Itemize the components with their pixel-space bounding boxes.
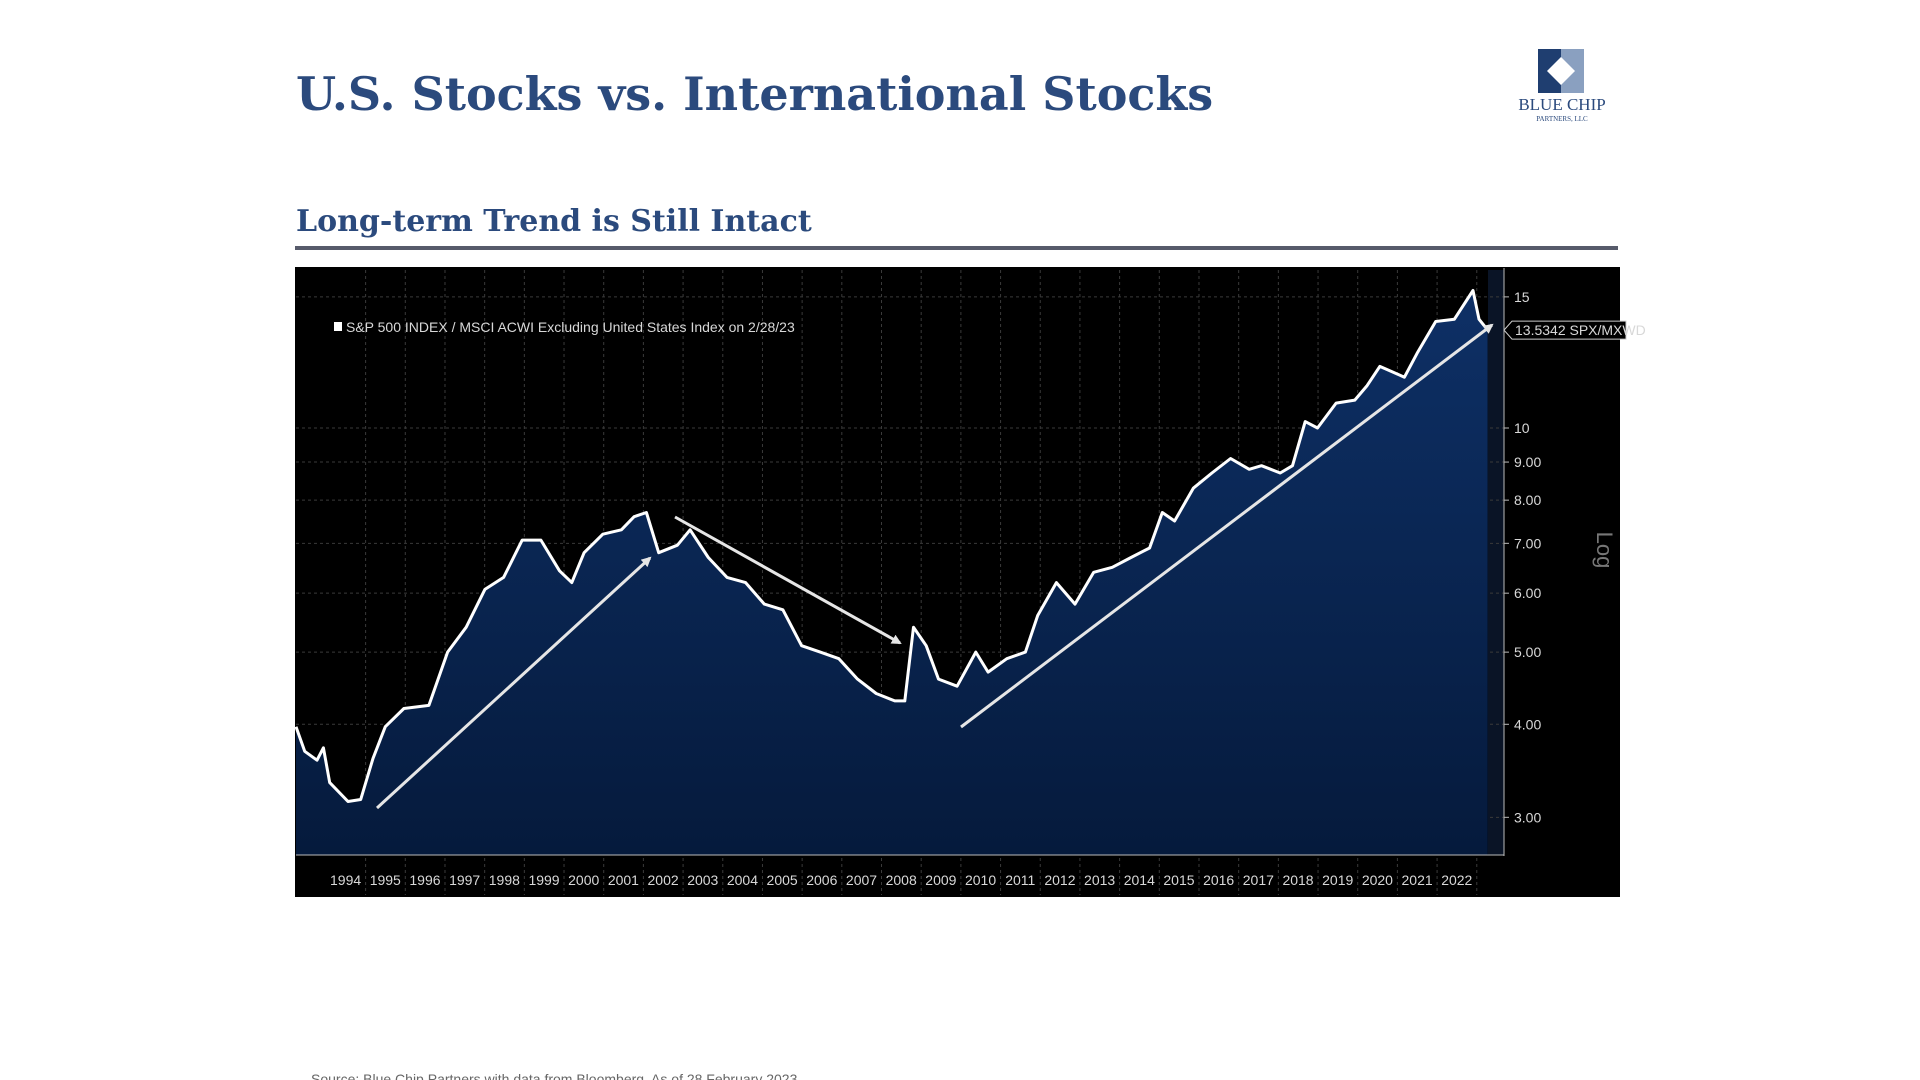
x-tick-label: 2003	[687, 872, 718, 888]
y-tick-label: 15	[1514, 289, 1530, 305]
x-tick-label: 2006	[806, 872, 837, 888]
x-tick-label: 2013	[1084, 872, 1115, 888]
x-tick-label: 2002	[648, 872, 679, 888]
x-tick-label: 2021	[1402, 872, 1433, 888]
area	[296, 290, 1488, 855]
x-tick-label: 2016	[1203, 872, 1234, 888]
x-tick-label: 2019	[1322, 872, 1353, 888]
x-tick-label: 2001	[608, 872, 639, 888]
rule	[295, 246, 1618, 250]
arrow	[960, 323, 1494, 729]
axis-label: Log	[1592, 532, 1617, 569]
current-label: 13.5342 SPX/MXWD	[1515, 322, 1646, 338]
x-tick-label: 1999	[528, 872, 559, 888]
legend-swatch	[334, 322, 342, 331]
arrow	[674, 515, 902, 645]
x-tick-label: 2020	[1362, 872, 1393, 888]
y-tick-label: 10	[1514, 420, 1530, 436]
y-tick-label: 6.00	[1514, 585, 1541, 601]
title: U.S. Stocks vs. International Stocks	[296, 67, 1213, 121]
x-tick-label: 1996	[409, 872, 440, 888]
x-tick-label: 2007	[846, 872, 877, 888]
x-tick-label: 1994	[330, 872, 361, 888]
x-tick-label: 2000	[568, 872, 599, 888]
x-tick-label: 2017	[1243, 872, 1274, 888]
logo: BLUE CHIP PARTNERS, LLC	[1518, 49, 1606, 123]
y-tick-label: 5.00	[1514, 644, 1541, 660]
y-tick-label: 9.00	[1514, 454, 1541, 470]
chart-edge	[1488, 270, 1504, 855]
line	[294, 289, 1489, 803]
arrow	[375, 556, 652, 810]
subtitle: Long-term Trend is Still Intact	[296, 204, 812, 239]
x-tick-label: 1998	[489, 872, 520, 888]
logo-name: BLUE CHIP	[1518, 95, 1605, 114]
plot	[294, 270, 1504, 895]
source: Source: Blue Chip Partners with data fro…	[311, 1071, 801, 1080]
x-tick-label: 2022	[1441, 872, 1472, 888]
x-tick-label: 2015	[1163, 872, 1194, 888]
x-tick-label: 2005	[767, 872, 798, 888]
legend-label: S&P 500 INDEX / MSCI ACWI Excluding Unit…	[346, 319, 795, 335]
current-tag	[1503, 320, 1627, 340]
x-tick-label: 2012	[1044, 872, 1075, 888]
x-tick-label: 2009	[925, 872, 956, 888]
x-tick-label: 2011	[1005, 872, 1035, 888]
y-tick-label: 8.00	[1514, 492, 1541, 508]
x-tick-label: 2014	[1124, 872, 1155, 888]
x-tick-label: 2018	[1282, 872, 1313, 888]
x-tick-label: 2004	[727, 872, 758, 888]
logo-sub: PARTNERS, LLC	[1536, 115, 1588, 123]
trend-arrows	[375, 323, 1494, 810]
x-tick-label: 1997	[449, 872, 480, 888]
y-tick-label: 7.00	[1514, 535, 1541, 551]
x-tick-label: 2008	[886, 872, 917, 888]
y-tick-label: 3.00	[1514, 809, 1541, 825]
x-tick-label: 2010	[965, 872, 996, 888]
y-tick-label: 4.00	[1514, 716, 1541, 732]
x-tick-label: 1995	[370, 872, 401, 888]
